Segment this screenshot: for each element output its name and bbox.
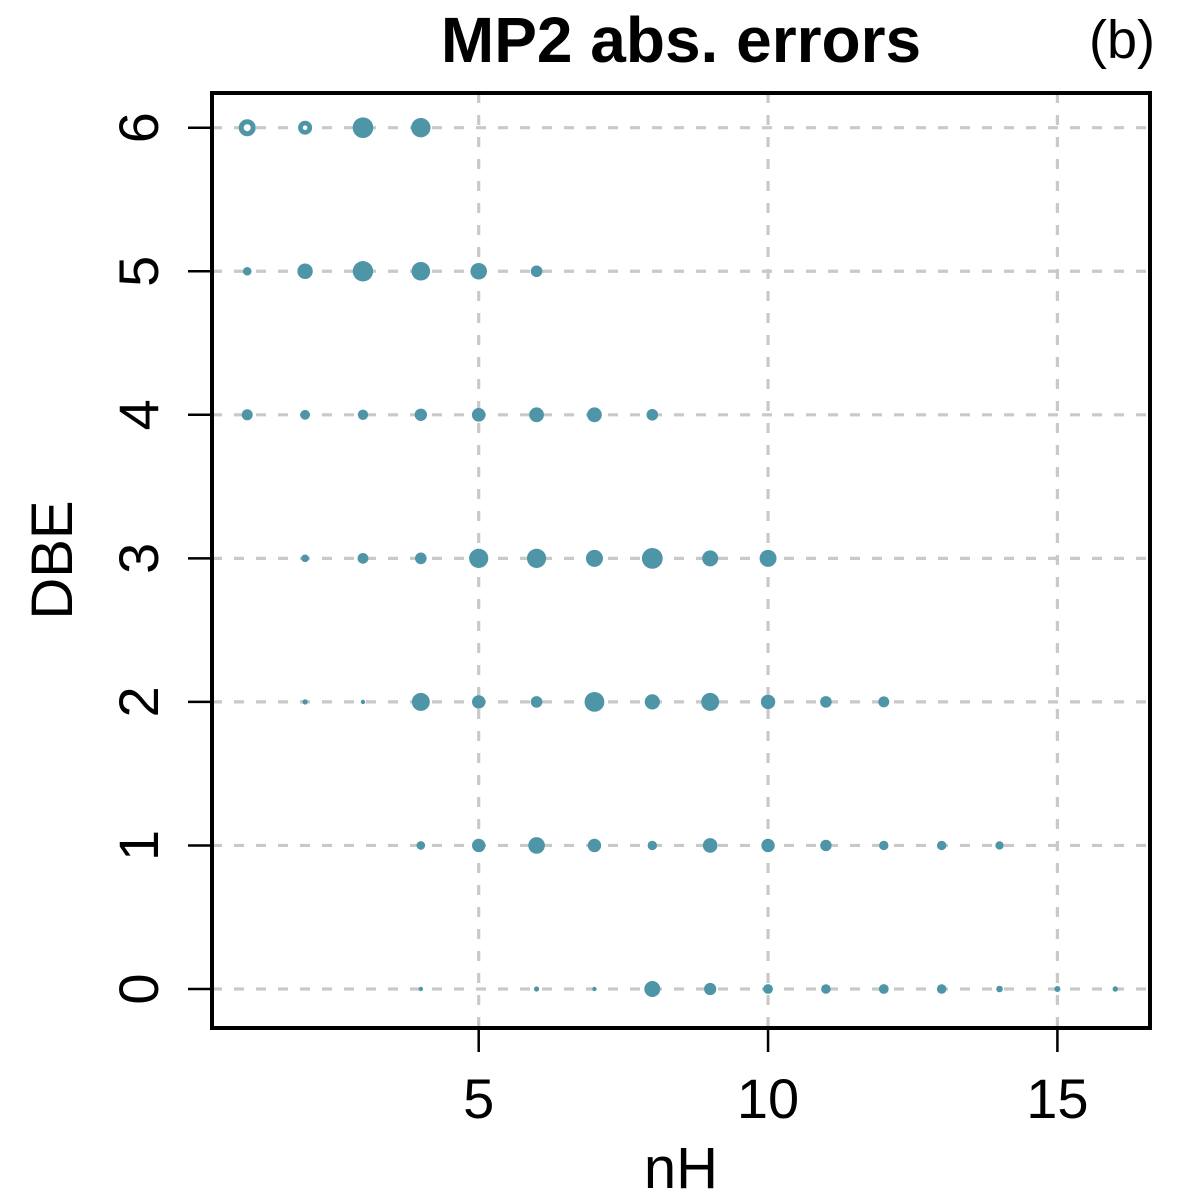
data-bubble: [529, 407, 544, 423]
data-bubble: [995, 841, 1004, 850]
data-bubble: [592, 986, 597, 992]
data-bubble: [701, 692, 720, 711]
y-tick-label: 2: [107, 686, 170, 717]
data-bubble: [1112, 986, 1118, 992]
data-bubble: [472, 695, 486, 709]
data-bubble: [533, 986, 540, 992]
data-bubble: [470, 262, 488, 280]
data-bubble: [301, 554, 309, 563]
x-tick-label: 15: [1026, 1067, 1088, 1130]
data-bubble: [761, 838, 775, 853]
y-tick-label: 0: [107, 973, 170, 1004]
y-tick-label: 6: [107, 112, 170, 143]
data-bubble: [704, 982, 717, 996]
data-bubble-hollow: [238, 119, 256, 137]
data-bubble: [759, 549, 777, 567]
data-bubble: [360, 699, 366, 705]
data-bubble: [1054, 986, 1061, 992]
data-bubble: [820, 839, 832, 852]
data-bubble: [300, 409, 310, 420]
data-bubble: [996, 985, 1003, 993]
data-bubble: [411, 261, 431, 281]
data-bubble: [471, 408, 486, 422]
y-tick-label: 3: [107, 543, 170, 574]
data-bubble: [879, 840, 889, 851]
panel-label: (b): [1089, 10, 1155, 70]
plot-border: [210, 91, 1152, 1030]
data-bubble: [647, 840, 658, 851]
data-bubble: [641, 547, 663, 569]
data-bubble: [585, 549, 603, 567]
data-bubble: [415, 552, 427, 565]
data-bubble: [821, 984, 831, 994]
data-bubble: [416, 841, 426, 850]
data-bubble: [702, 550, 719, 567]
data-bubble: [241, 409, 253, 421]
data-bubble: [302, 699, 308, 705]
data-bubble: [878, 696, 890, 708]
data-bubble: [587, 838, 602, 853]
data-bubble: [418, 986, 424, 992]
data-bubble: [414, 408, 428, 421]
y-tick-label: 5: [107, 256, 170, 287]
data-bubble: [587, 407, 602, 423]
data-bubble: [530, 696, 543, 708]
y-tick-label: 4: [107, 399, 170, 430]
data-bubble: [760, 694, 776, 710]
data-bubble: [472, 838, 486, 853]
y-axis-label: DBE: [20, 500, 85, 619]
data-bubble: [702, 838, 718, 853]
data-bubble: [646, 409, 659, 421]
data-bubble: [357, 409, 369, 420]
data-bubble: [352, 117, 374, 138]
y-tick-label: 1: [107, 830, 170, 861]
data-bubble: [936, 984, 947, 994]
data-bubble: [352, 261, 374, 282]
data-bubble-hollow: [298, 120, 313, 135]
x-tick-label: 5: [463, 1067, 494, 1130]
data-bubble: [936, 840, 947, 851]
axis-ticks-layer: 5 10 15 0 1 2 3 4 5 6: [107, 112, 1089, 1130]
data-bubble: [644, 981, 661, 997]
chart-title: MP2 abs. errors: [441, 4, 921, 76]
data-bubble: [878, 984, 889, 994]
data-bubble: [242, 266, 252, 276]
data-bubble: [528, 837, 545, 854]
data-bubble: [411, 118, 431, 138]
data-bubble: [584, 692, 605, 712]
data-bubble: [526, 548, 547, 568]
data-bubble: [644, 694, 660, 710]
data-bubble: [297, 263, 313, 279]
x-tick-label: 10: [737, 1067, 799, 1130]
data-bubble: [411, 692, 430, 711]
data-bubble: [820, 696, 832, 708]
data-bubble: [530, 265, 543, 278]
gridlines-layer: [212, 93, 1150, 1028]
data-points-layer: [238, 117, 1118, 997]
data-bubble: [469, 548, 489, 568]
data-bubble: [357, 552, 369, 564]
data-bubble: [763, 984, 773, 994]
x-axis-label: nH: [644, 1136, 718, 1200]
